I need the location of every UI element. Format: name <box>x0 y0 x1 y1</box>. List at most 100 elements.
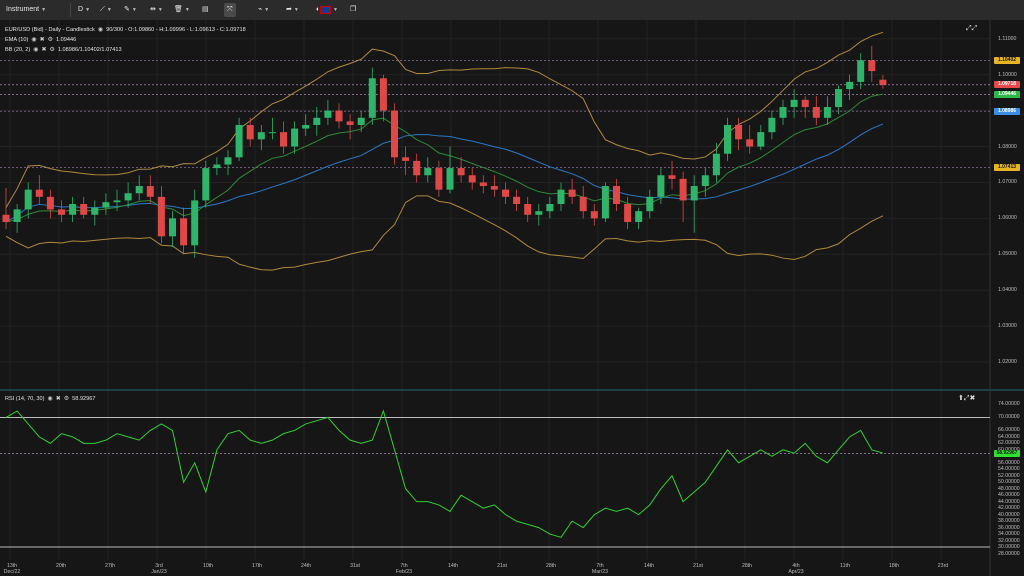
candle-body <box>646 196 654 212</box>
candle-body <box>579 196 587 212</box>
close-icon[interactable]: ✖ <box>39 37 45 43</box>
candle-body <box>624 204 632 222</box>
trash-icon: 🗑 <box>174 6 183 13</box>
rsi-axis-label: 32.00000 <box>998 537 1020 544</box>
close-icon[interactable]: ✖ <box>969 395 976 402</box>
candle-body <box>368 78 376 118</box>
candle-body <box>13 209 21 222</box>
rsi-axis-label: 38.00000 <box>998 518 1020 525</box>
ema-legend-value: 1.09446 <box>56 36 77 43</box>
time-axis-label: 27th <box>104 563 116 569</box>
candle-body <box>757 132 765 147</box>
instrument-selector[interactable]: Instrument ▼ <box>6 3 46 17</box>
maximize-rsi-icon[interactable]: ⤢ <box>963 395 970 402</box>
candle-body <box>823 107 831 118</box>
time-axis-label: 7th Feb/23 <box>395 563 413 575</box>
chevron-down-icon: ▼ <box>184 7 190 13</box>
candle-body <box>513 196 521 204</box>
draw-button[interactable]: ⌁ ▼ <box>258 3 269 17</box>
candle-body <box>324 110 332 118</box>
time-axis-label: 10th <box>202 563 214 569</box>
expand-icon: ⤧ <box>227 6 233 13</box>
layout-button[interactable]: ▤ <box>202 3 209 17</box>
ema-legend-title: EMA (10) <box>5 36 29 43</box>
candle-body <box>124 193 132 201</box>
candle-body <box>857 60 865 82</box>
maximize-main-icon[interactable]: ⤢⤢ <box>966 25 978 32</box>
candle-body <box>335 110 343 122</box>
gear-icon[interactable]: ⚙ <box>63 396 70 402</box>
gear-icon[interactable]: ⚙ <box>47 37 53 43</box>
candle-body <box>246 124 254 140</box>
candle-body <box>502 189 509 197</box>
candle-body <box>413 160 421 176</box>
rsi-axis-label: 28.00000 <box>998 550 1020 557</box>
rsi-legend-title: RSI (14, 70, 30) <box>5 395 45 402</box>
candle-body <box>2 214 10 222</box>
eye-icon[interactable]: ◉ <box>33 47 39 53</box>
eye-icon[interactable]: ◉ <box>31 37 37 43</box>
rsi-axis-label: 54.00000 <box>998 466 1020 473</box>
palette-icon: ◐ <box>316 6 321 13</box>
draw-icon: ⌁ <box>258 6 263 13</box>
candle-body <box>835 89 842 108</box>
time-axis-label: 3rd Jan/23 <box>151 563 167 575</box>
gear-icon[interactable]: ⚙ <box>49 47 55 53</box>
time-axis-label: 18th <box>888 563 900 569</box>
ruler-button[interactable]: ✎ ▼ <box>124 3 137 17</box>
chevron-down-icon: ▼ <box>41 7 47 13</box>
price-axis-label: 1.08000 <box>998 143 1017 150</box>
candle-body <box>468 175 476 183</box>
toolbar: Instrument ▼ D ▼ ⟋ ▼ ✎ ▼ ⇹ ▼ 🗑 ▼ ▤ ⤧ ⌁ ▼ ➦ ▼ ◐ ▼ … <box>0 0 1024 21</box>
main-legend-title: EUR/USD (Bid) - Daily - Candlestick <box>5 26 95 33</box>
eye-icon[interactable]: ◉ <box>47 396 53 402</box>
time-axis-label: 11th <box>840 563 850 569</box>
chevron-down-icon: ▼ <box>106 7 112 13</box>
uk-flag-icon <box>320 6 331 14</box>
popout-button[interactable]: ❐ <box>350 3 356 17</box>
candle-body <box>180 218 188 246</box>
candle-body <box>58 209 65 215</box>
candle-body <box>291 128 299 147</box>
bb-middle-line <box>5 123 884 223</box>
line-tool-button[interactable]: ⟋ ▼ <box>100 3 112 17</box>
crosshair-button[interactable]: ⇹ ▼ <box>150 3 163 17</box>
candle-body <box>568 189 576 197</box>
candle-body <box>102 202 110 208</box>
candle-body <box>801 99 809 108</box>
candle-body <box>546 204 554 212</box>
rsi-axis-label: 48.00000 <box>998 485 1020 492</box>
candle-body <box>80 204 88 215</box>
eye-icon[interactable]: ◉ <box>97 27 104 33</box>
share-button[interactable]: ➦ ▼ <box>286 3 299 17</box>
candle-body <box>446 168 454 190</box>
candle-body <box>812 107 820 118</box>
candle-body <box>69 204 77 215</box>
price-axis-label: 1.06000 <box>998 215 1017 222</box>
candle-body <box>91 207 99 215</box>
candle-body <box>257 132 265 140</box>
candle-body <box>657 175 665 197</box>
candle-body <box>701 175 709 187</box>
share-icon: ➦ <box>286 6 292 13</box>
chevron-down-icon: ▼ <box>264 7 270 13</box>
price-axis-label: 1.05000 <box>998 251 1017 258</box>
price-tag: 1.09718 <box>994 81 1020 89</box>
rsi-panel-controls[interactable]: ⬆⤢✖ <box>958 394 975 403</box>
candle-body <box>357 117 365 125</box>
close-icon[interactable]: ✖ <box>41 47 47 53</box>
chart-area[interactable]: EUR/USD (Bid) - Daily - Candlestick ◉ 90… <box>0 20 1024 576</box>
language-button[interactable]: ▼ <box>320 3 338 17</box>
candle-body <box>169 218 176 237</box>
chevron-down-icon: ▼ <box>85 7 91 13</box>
ema-line <box>5 93 883 223</box>
candle-body <box>768 117 776 133</box>
period-selector[interactable]: D ▼ <box>78 3 90 17</box>
rsi-axis-label: 56.00000 <box>998 459 1020 466</box>
move-up-icon[interactable]: ⬆ <box>958 395 964 402</box>
candle-body <box>724 124 731 154</box>
close-icon[interactable]: ✖ <box>55 396 61 402</box>
trash-button[interactable]: 🗑 ▼ <box>174 3 190 17</box>
expand-button[interactable]: ⤧ <box>224 3 236 17</box>
candle-body <box>524 204 532 215</box>
